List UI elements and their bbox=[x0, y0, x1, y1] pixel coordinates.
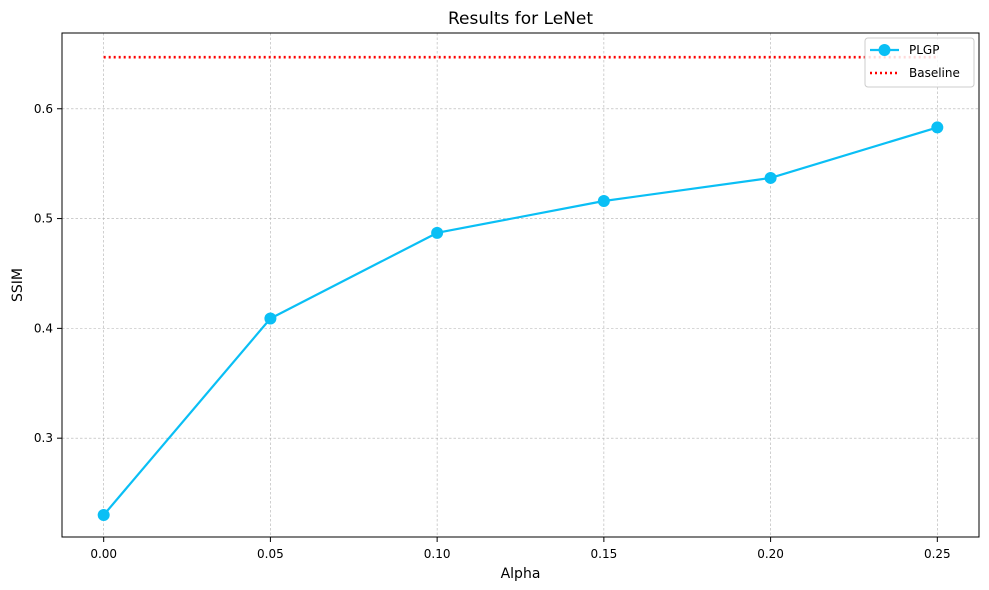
x-axis-ticks: 0.00 0.05 0.10 0.15 0.20 0.25 bbox=[90, 537, 951, 561]
plgp-point bbox=[764, 171, 777, 184]
legend-baseline-label: Baseline bbox=[909, 66, 960, 80]
x-tick-label: 0.15 bbox=[591, 547, 618, 561]
plgp-point bbox=[264, 312, 277, 325]
plgp-series bbox=[97, 121, 944, 522]
y-axis-label: SSIM bbox=[10, 268, 26, 302]
chart-title: Results for LeNet bbox=[448, 9, 593, 29]
plgp-point bbox=[97, 509, 110, 522]
plgp-point bbox=[931, 121, 944, 134]
plot-area bbox=[62, 33, 979, 537]
plgp-point bbox=[597, 195, 610, 207]
y-tick-label: 0.4 bbox=[34, 321, 53, 335]
x-gridlines bbox=[103, 33, 938, 537]
x-tick-label: 0.00 bbox=[90, 547, 117, 561]
legend-plgp-label: PLGP bbox=[909, 43, 939, 57]
plgp-line bbox=[102, 126, 938, 516]
y-axis-ticks: 0.3 0.4 0.5 0.6 bbox=[34, 102, 62, 445]
y-tick-label: 0.3 bbox=[34, 431, 53, 445]
y-tick-label: 0.6 bbox=[34, 102, 53, 116]
y-tick-label: 0.5 bbox=[34, 212, 53, 226]
legend-plgp-marker bbox=[878, 44, 891, 56]
x-tick-label: 0.05 bbox=[257, 547, 284, 561]
legend: PLGP Baseline bbox=[864, 37, 975, 88]
plot-frame bbox=[61, 32, 980, 538]
x-tick-label: 0.10 bbox=[424, 547, 451, 561]
plgp-point bbox=[431, 226, 444, 239]
x-tick-label: 0.20 bbox=[757, 547, 784, 561]
x-axis-label: Alpha bbox=[501, 566, 541, 582]
x-tick-label: 0.25 bbox=[924, 547, 951, 561]
